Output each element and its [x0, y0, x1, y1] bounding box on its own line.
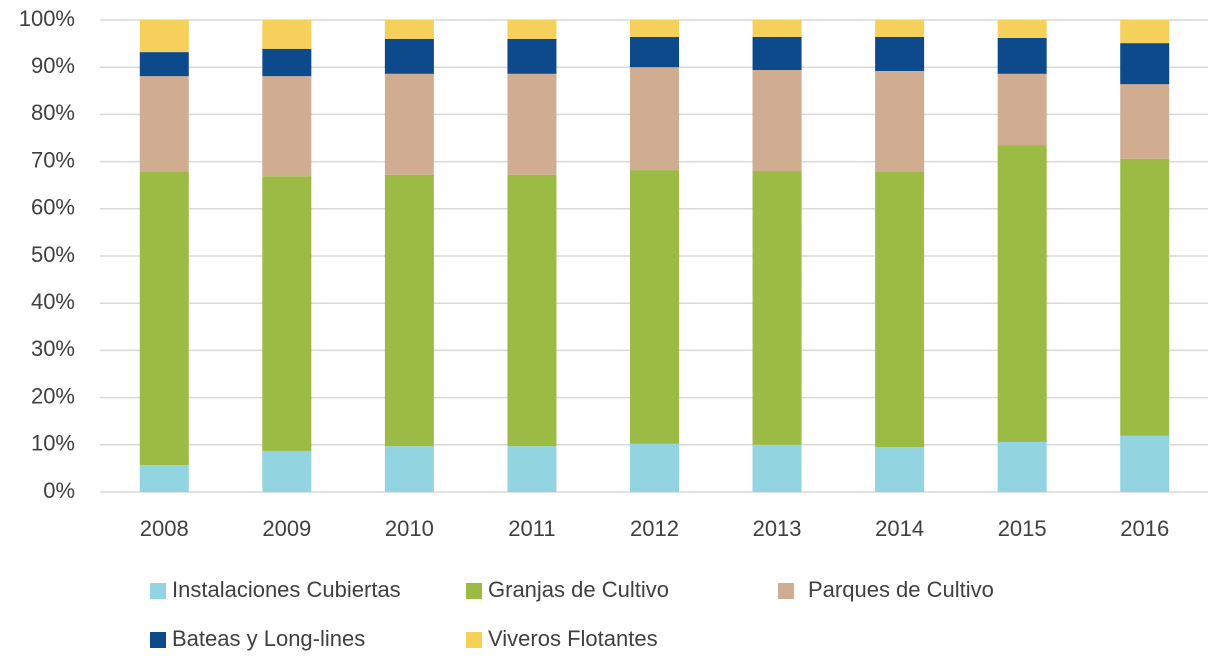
bar-segment [262, 20, 312, 49]
legend-swatch [150, 632, 166, 648]
bar-segment [384, 446, 434, 492]
bar-segment [875, 20, 925, 37]
bar-segment [997, 37, 1047, 74]
x-tick-label: 2015 [998, 516, 1047, 541]
bar-segment [262, 176, 312, 451]
x-tick-label: 2011 [508, 516, 555, 541]
legend-swatch [778, 583, 794, 599]
bar-segment [139, 465, 189, 492]
x-tick-label: 2014 [875, 516, 924, 541]
bar-segment [384, 38, 434, 74]
bar-segment [630, 67, 679, 171]
x-tick-label: 2016 [1120, 516, 1169, 541]
bar-segment [752, 171, 802, 445]
bar-segment [384, 20, 434, 39]
bar-segment [507, 446, 557, 492]
legend-label: Viveros Flotantes [488, 626, 658, 651]
x-tick-label: 2013 [753, 516, 802, 541]
legend-swatch [466, 583, 482, 599]
y-tick-label: 80% [31, 100, 75, 125]
bar-segment [752, 20, 802, 37]
bar-segment [139, 76, 189, 172]
bar-segment [507, 73, 557, 175]
bar-segment [875, 447, 925, 492]
y-tick-label: 20% [31, 383, 75, 408]
y-tick-label: 100% [19, 6, 75, 31]
bar-segment [752, 444, 802, 492]
y-tick-label: 90% [31, 53, 75, 78]
x-tick-label: 2010 [385, 516, 434, 541]
x-tick-label: 2009 [262, 516, 311, 541]
bar-segment [1120, 435, 1170, 492]
legend-label: Instalaciones Cubiertas [172, 577, 401, 602]
bar-segment [997, 20, 1047, 38]
y-tick-label: 50% [31, 242, 75, 267]
y-tick-label: 40% [31, 289, 75, 314]
y-tick-label: 70% [31, 147, 75, 172]
bar-segment [630, 170, 679, 444]
y-tick-label: 10% [31, 431, 75, 456]
bar-segment [1120, 158, 1170, 436]
bar-segment [139, 20, 189, 53]
bar-segment [1120, 20, 1170, 44]
bar-segment [262, 450, 312, 492]
bar-segment [139, 52, 189, 77]
x-tick-label: 2008 [140, 516, 189, 541]
bar-segment [997, 145, 1047, 442]
bar-segment [875, 70, 925, 172]
bar-segment [262, 48, 312, 77]
y-tick-label: 60% [31, 195, 75, 220]
bar-segment [507, 38, 557, 74]
legend-label: Parques de Cultivo [808, 577, 994, 602]
bar-segment [997, 73, 1047, 146]
legend-label: Bateas y Long-lines [172, 626, 365, 651]
bar-segment [752, 36, 802, 71]
bar-segment [997, 441, 1047, 492]
bar-segment [630, 36, 679, 68]
bar-segment [507, 174, 557, 447]
bar-segment [875, 36, 925, 71]
bar-segment [139, 171, 189, 466]
legend-swatch [150, 583, 166, 599]
legend-label: Granjas de Cultivo [488, 577, 669, 602]
x-tick-label: 2012 [630, 516, 679, 541]
bar-segment [1120, 84, 1170, 159]
bar-segment [384, 174, 434, 447]
bar-segment [384, 73, 434, 175]
y-tick-label: 0% [43, 478, 75, 503]
y-tick-label: 30% [31, 336, 75, 361]
bar-segment [875, 171, 925, 448]
legend-swatch [466, 632, 482, 648]
bar-segment [630, 443, 679, 492]
bar-segment [752, 70, 802, 172]
bar-segment [630, 20, 679, 37]
bar-segment [507, 20, 557, 39]
bar-segment [262, 76, 312, 177]
bar-segment [1120, 43, 1170, 85]
